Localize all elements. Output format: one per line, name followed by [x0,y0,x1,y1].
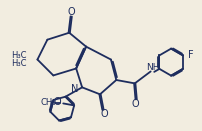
Text: O: O [100,109,108,119]
Text: F: F [188,50,194,60]
Text: O: O [131,99,139,109]
Text: CH₃: CH₃ [40,98,56,107]
Text: O: O [54,97,61,107]
Text: H₃C: H₃C [11,59,26,68]
Text: O: O [68,7,76,17]
Text: NH: NH [146,63,159,72]
Text: N: N [71,84,79,94]
Text: H₃C: H₃C [11,51,26,60]
